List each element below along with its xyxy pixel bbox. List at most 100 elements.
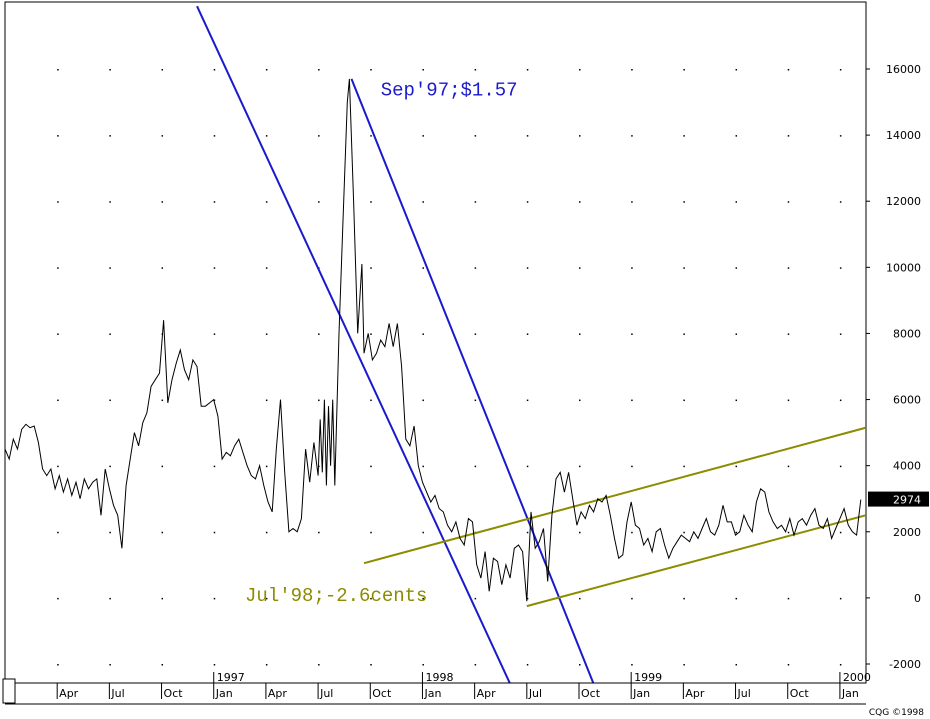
grid-dot	[474, 135, 477, 137]
grid-dot	[422, 664, 424, 666]
grid-dot	[213, 135, 216, 137]
grid-dot	[161, 531, 164, 534]
grid-dot	[683, 465, 685, 468]
grid-dot	[526, 201, 529, 203]
grid-dot	[370, 333, 372, 335]
y-tick-label: 0	[914, 592, 921, 605]
x-month-label: Jan	[215, 687, 233, 700]
grid-dot	[474, 664, 477, 666]
x-year-label: 1998	[425, 671, 453, 684]
grid-dot	[579, 135, 581, 137]
grid-dot	[787, 267, 790, 269]
grid-dot	[683, 531, 685, 534]
trend-line	[526, 514, 866, 608]
grid-dot	[109, 597, 111, 600]
x-month-label: Jan	[841, 687, 859, 700]
grid-dot	[318, 69, 320, 71]
grid-dot	[474, 267, 477, 269]
grid-dot	[370, 399, 372, 402]
grid-dot	[161, 664, 164, 666]
grid-dot	[579, 465, 581, 468]
y-axis: -2000 0 2000 4000 6000 8000 10000 12000 14000 160…	[866, 63, 929, 671]
x-month-label: Jul	[737, 687, 751, 700]
grid-dot	[631, 597, 633, 600]
grid-dot	[839, 597, 842, 600]
x-month-label: Oct	[581, 687, 601, 700]
trend-line	[350, 78, 595, 683]
grid-dot	[422, 465, 424, 468]
chart-annotation: Jul'98;-2.6cents	[245, 585, 427, 607]
x-month-label: Apr	[268, 687, 288, 700]
chart-annotation: Sep'97;$1.57	[381, 79, 518, 101]
grid-dot	[474, 69, 477, 71]
grid-dot	[213, 597, 216, 600]
x-axis: 1997 1998 1999 2000 Apr Jul Oct Jan Apr Jul Oct Jan…	[2, 671, 871, 705]
x-month-label: Oct	[372, 687, 392, 700]
grid-dot	[787, 597, 790, 600]
price-line	[4, 78, 862, 602]
y-tick-label: 2000	[893, 526, 921, 539]
grid-dot	[735, 465, 738, 468]
grid-dot	[631, 267, 633, 269]
grid-dot	[265, 664, 268, 666]
grid-dot	[161, 597, 164, 600]
grid-dot	[161, 399, 164, 402]
grid-dot	[318, 597, 320, 600]
grid-dot	[787, 333, 790, 335]
x-month-label: Jul	[528, 687, 542, 700]
grid-dot	[213, 399, 216, 402]
grid-dot	[474, 201, 477, 203]
grid-dot	[683, 267, 685, 269]
grid-dot	[839, 201, 842, 203]
grid-dot	[161, 69, 164, 71]
grid-dot	[161, 465, 164, 468]
grid-dot	[735, 135, 738, 137]
grid-dot	[526, 333, 529, 335]
grid-dot	[683, 135, 685, 137]
plot-border	[4, 1, 867, 684]
grid-dot	[265, 201, 268, 203]
grid-dot	[579, 399, 581, 402]
grid-dot	[422, 531, 424, 534]
grid-dot	[631, 135, 633, 137]
grid-dot	[735, 531, 738, 534]
x-month-label: Apr	[59, 687, 79, 700]
grid-dot	[787, 399, 790, 402]
grid-dot	[579, 531, 581, 534]
grid-dot	[735, 69, 738, 71]
grid-dot	[370, 597, 372, 600]
grid-dot	[683, 664, 685, 666]
grid-dot	[370, 465, 372, 468]
grid-dot	[265, 135, 268, 137]
grid-dot	[422, 333, 424, 335]
grid-dot	[474, 333, 477, 335]
y-tick-label: 10000	[886, 261, 921, 274]
grid-dot	[57, 201, 59, 203]
grid-dot	[370, 531, 372, 534]
grid-dot	[579, 333, 581, 335]
x-year-label: 1997	[217, 671, 245, 684]
grid-dot	[213, 201, 216, 203]
grid-dot	[422, 69, 424, 71]
grid-dot	[109, 69, 111, 71]
grid-dot	[735, 664, 738, 666]
grid-dot	[526, 531, 529, 534]
grid-dot	[579, 201, 581, 203]
grid-dot	[57, 531, 59, 534]
grid-dot	[839, 69, 842, 71]
grid-dot	[422, 267, 424, 269]
grid-dot	[57, 664, 59, 666]
grid-dot	[57, 333, 59, 335]
grid-dot	[526, 664, 529, 666]
grid-dot	[787, 465, 790, 468]
grid-dot	[213, 465, 216, 468]
grid-dot	[839, 465, 842, 468]
grid-dot	[526, 267, 529, 269]
grid-dot	[57, 69, 59, 71]
grid-dot	[57, 399, 59, 402]
grid-dot	[57, 135, 59, 137]
grid-dot	[839, 531, 842, 534]
copyright-text: CQG ©1998	[868, 708, 924, 718]
grid-dot	[265, 333, 268, 335]
x-month-label: Apr	[477, 687, 497, 700]
